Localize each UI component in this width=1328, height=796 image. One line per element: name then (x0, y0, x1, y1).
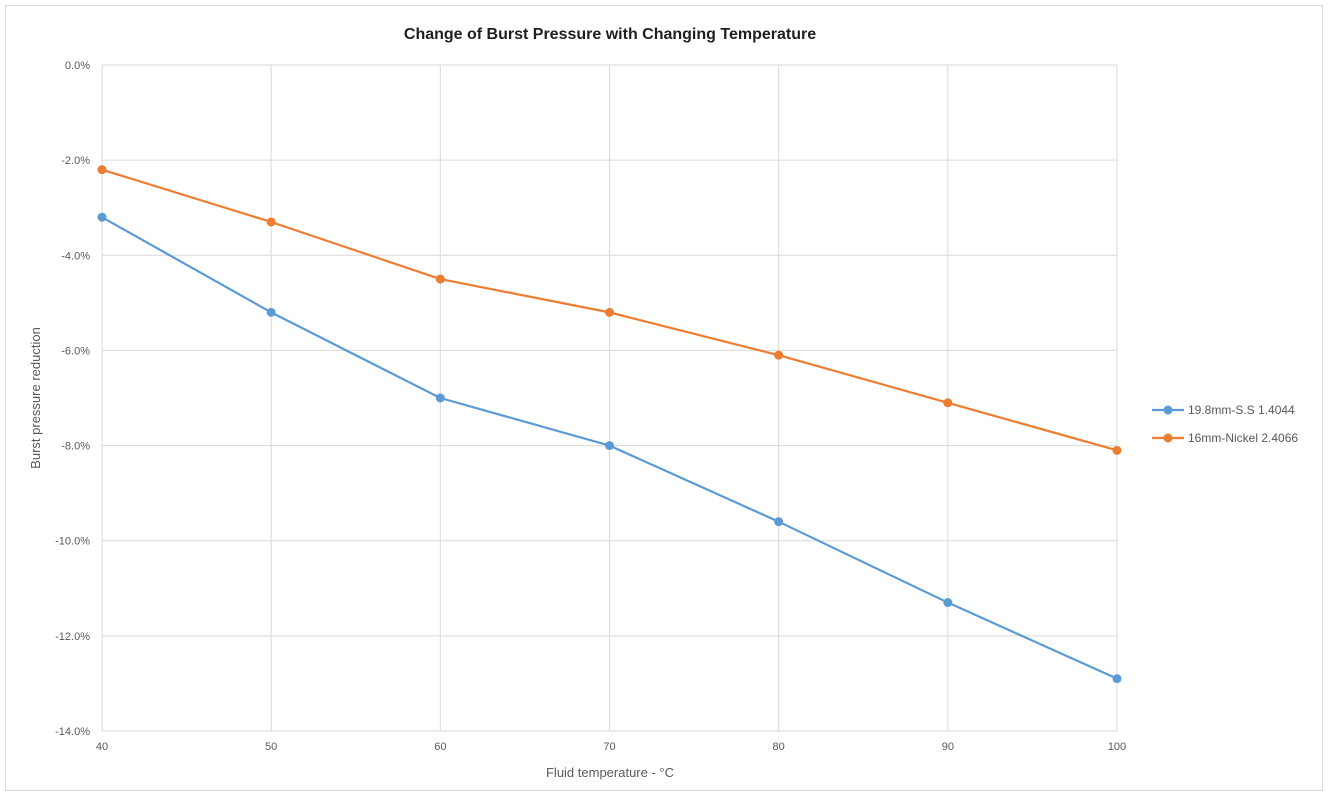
legend-item: 16mm-Nickel 2.4066 (1152, 431, 1298, 445)
data-point (435, 393, 445, 403)
legend-marker (1163, 405, 1173, 415)
series-2 (97, 165, 1122, 455)
legend: 19.8mm-S.S 1.4044 16mm-Nickel 2.4066 (1152, 403, 1298, 445)
y-axis-ticks: 0.0% -2.0% -4.0% -6.0% -8.0% -10.0% -12.0% -14.… (55, 60, 90, 738)
y-tick-label: -6.0% (61, 345, 90, 357)
x-tick-label: 40 (96, 741, 108, 753)
data-point (266, 307, 276, 317)
x-axis-ticks: 40 50 60 70 80 90 100 (96, 741, 1126, 753)
data-point (774, 517, 784, 527)
y-tick-label: -8.0% (61, 441, 90, 453)
series-1 (97, 212, 1122, 684)
data-point (943, 398, 953, 408)
legend-label: 16mm-Nickel 2.4066 (1188, 431, 1298, 445)
y-tick-label: -4.0% (61, 250, 90, 262)
data-point (1112, 674, 1122, 684)
legend-item: 19.8mm-S.S 1.4044 (1152, 403, 1295, 417)
series-layer (97, 165, 1122, 684)
data-point (605, 307, 614, 317)
data-point (97, 165, 107, 175)
legend-marker (1163, 433, 1173, 443)
chart-frame (5, 5, 1323, 791)
x-tick-label: 60 (434, 741, 446, 753)
x-tick-label: 100 (1108, 741, 1126, 753)
x-tick-label: 70 (603, 741, 615, 753)
data-point (97, 212, 107, 222)
y-axis-title: Burst pressure reduction (28, 327, 43, 469)
data-point (605, 441, 614, 451)
chart-title: Change of Burst Pressure with Changing T… (404, 26, 816, 43)
gridlines (101, 64, 1118, 732)
data-point (943, 598, 953, 608)
x-tick-label: 80 (773, 741, 785, 753)
legend-label: 19.8mm-S.S 1.4044 (1188, 403, 1295, 417)
x-tick-label: 90 (942, 741, 954, 753)
y-tick-label: -12.0% (55, 631, 90, 643)
y-tick-label: -10.0% (55, 536, 90, 548)
x-tick-label: 50 (265, 741, 277, 753)
data-point (774, 350, 784, 360)
y-tick-label: -14.0% (55, 726, 90, 738)
data-point (266, 217, 276, 227)
data-point (435, 274, 445, 284)
x-axis-title: Fluid temperature - °C (546, 765, 674, 780)
y-tick-label: -2.0% (61, 155, 90, 167)
y-tick-label: 0.0% (65, 60, 90, 72)
data-point (1112, 445, 1122, 455)
